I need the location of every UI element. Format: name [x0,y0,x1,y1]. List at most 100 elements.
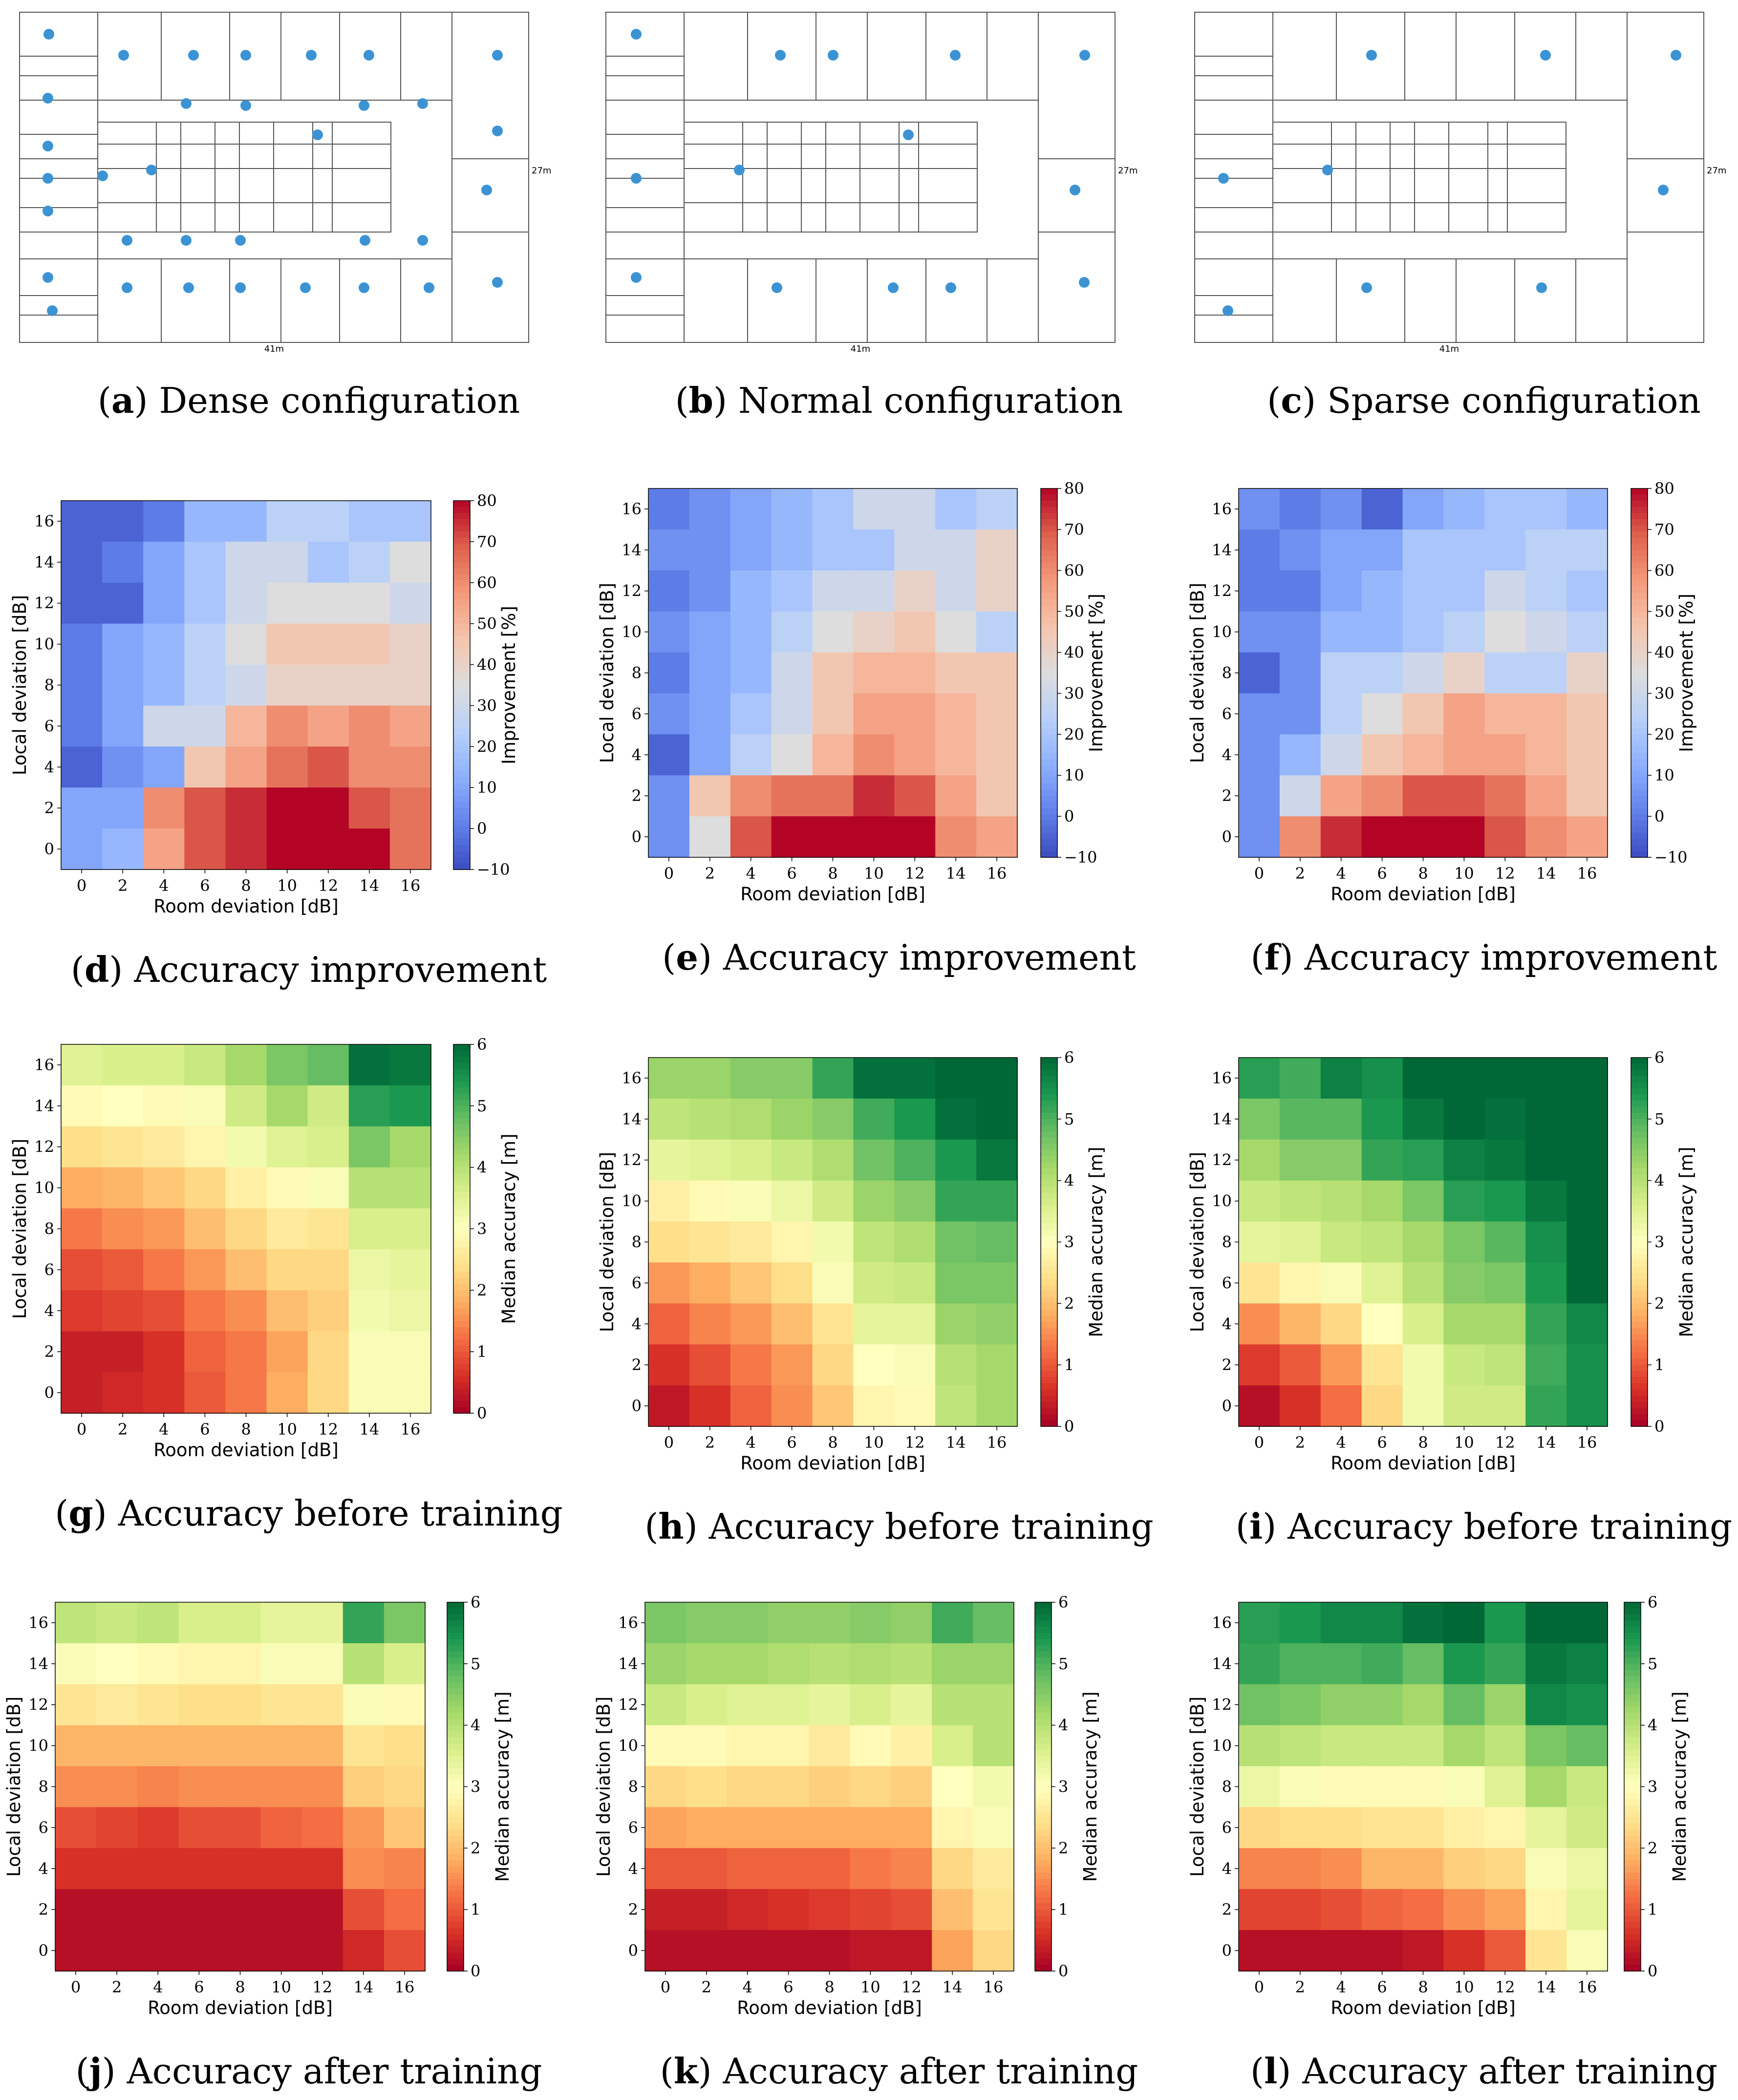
heatmap-cell [1402,1725,1444,1767]
heatmap-cell [225,541,267,583]
heatmap-cell [812,775,854,817]
colorbar-segment [1631,562,1648,569]
heatmap-cell [730,1058,772,1099]
colorbar-segment [1041,1156,1057,1163]
colorbar-segment [1041,1094,1057,1101]
heatmap-cell [771,1385,813,1427]
heatmap-cell [973,1889,1014,1930]
heatmap-cell [771,488,813,530]
heatmap-cell [1361,1344,1403,1386]
y-tick-label: 8 [628,1778,638,1796]
heatmap-cell [1443,1643,1485,1685]
heatmap-cell [389,1126,431,1168]
colorbar-segment [1035,1670,1051,1676]
colorbar-segment [1041,587,1057,594]
heatmap-cell [1525,1221,1567,1263]
heatmap-cell [853,775,895,817]
heatmap-cell [307,1249,349,1291]
colorbar-segment [1624,1829,1641,1836]
heatmap-cell [730,570,772,612]
sensor-marker [240,50,251,61]
colorbar-segment [1041,642,1057,649]
heatmap-cell [266,1331,308,1373]
colorbar-segment [1631,599,1648,606]
y-tick-label: 10 [1212,1192,1232,1210]
x-tick-label: 2 [702,1978,711,1996]
heatmap-cell [384,1889,426,1930]
colorbar-tick-label: −10 [477,860,510,879]
colorbar-segment [1035,1657,1051,1664]
sensor-marker [364,50,374,61]
heatmap-cell [1239,1602,1280,1644]
heatmap-cell [768,1889,810,1930]
heatmap-cell [1525,734,1567,776]
colorbar-segment [1631,568,1648,575]
colorbar-segment [447,1824,464,1830]
heatmap-cell [1279,734,1321,776]
y-tick-label: 14 [28,1655,48,1673]
heatmap-cell [689,1385,731,1427]
colorbar-segment [1624,1608,1641,1615]
colorbar-segment [1041,605,1057,612]
colorbar-segment [453,1167,470,1174]
heatmap-cell [1443,693,1485,735]
heatmap-cell [1402,1303,1444,1345]
heatmap-cell [266,1085,308,1127]
colorbar-segment [1631,1328,1648,1335]
heatmap-cell [976,693,1018,735]
colorbar-segment [1631,740,1648,747]
colorbar-segment [453,1186,470,1192]
sensor-marker [631,173,642,184]
heatmap-cells [1239,1602,1608,1972]
colorbar-segment [1035,1946,1051,1953]
colorbar-segment [453,1259,470,1266]
heatmap-cell [771,570,813,612]
heatmap-cell [1402,1139,1444,1181]
heatmap-cell [307,1085,349,1127]
y-tick-label: 0 [1222,1941,1232,1960]
heatmap-cell [1443,1889,1485,1930]
x-axis-label: Room deviation [dB] [148,1997,333,2018]
sensor-marker [734,165,745,175]
heatmap-cell [307,541,349,583]
colorbar-segment [1041,1266,1057,1273]
heatmap-cell [1279,1807,1321,1849]
heatmap-cell [768,1725,810,1767]
colorbar-segment [447,1645,464,1652]
heatmap-cell [1443,734,1485,776]
y-tick-label: 0 [39,1941,48,1960]
colorbar-segment [1035,1860,1051,1867]
colorbar-tick-label: 80 [1064,479,1084,498]
heatmap-cell [61,582,103,624]
heatmap-cell [648,1385,690,1427]
colorbar-segment [453,691,470,698]
heatmap-cell [348,787,390,829]
y-axis-label: Local deviation [dB] [597,1152,618,1332]
heatmap-cell [1320,488,1362,530]
heatmap-cell [102,582,144,624]
x-tick-label: 4 [159,1420,169,1439]
colorbar-tick-label: 0 [1654,1417,1664,1436]
colorbar-segment [1631,617,1648,624]
heatmap-cell [1525,1602,1567,1644]
heatmap-cell [1484,1766,1526,1808]
colorbar-segment [453,777,470,784]
heatmap-cell [1320,1807,1362,1849]
heatmap-cell [648,1221,690,1263]
colorbar-segment [1624,1682,1641,1689]
colorbar-segment [453,1087,470,1094]
heatmap-cell [389,1044,431,1086]
heatmap-cell [343,1602,385,1644]
colorbar-segment [1041,1119,1057,1126]
heatmap-cell [184,1372,226,1414]
heatmap-cell [1443,1684,1485,1726]
heatmap-cell [61,1290,103,1332]
x-tick-label: 2 [705,864,715,883]
heatmap-cell [348,1044,390,1086]
colorbar-segment [1624,1885,1641,1892]
colorbar-segment [1041,630,1057,636]
sensor-marker [631,272,642,283]
heatmap-cell [260,1602,302,1644]
heatmap-cell [61,1044,103,1086]
